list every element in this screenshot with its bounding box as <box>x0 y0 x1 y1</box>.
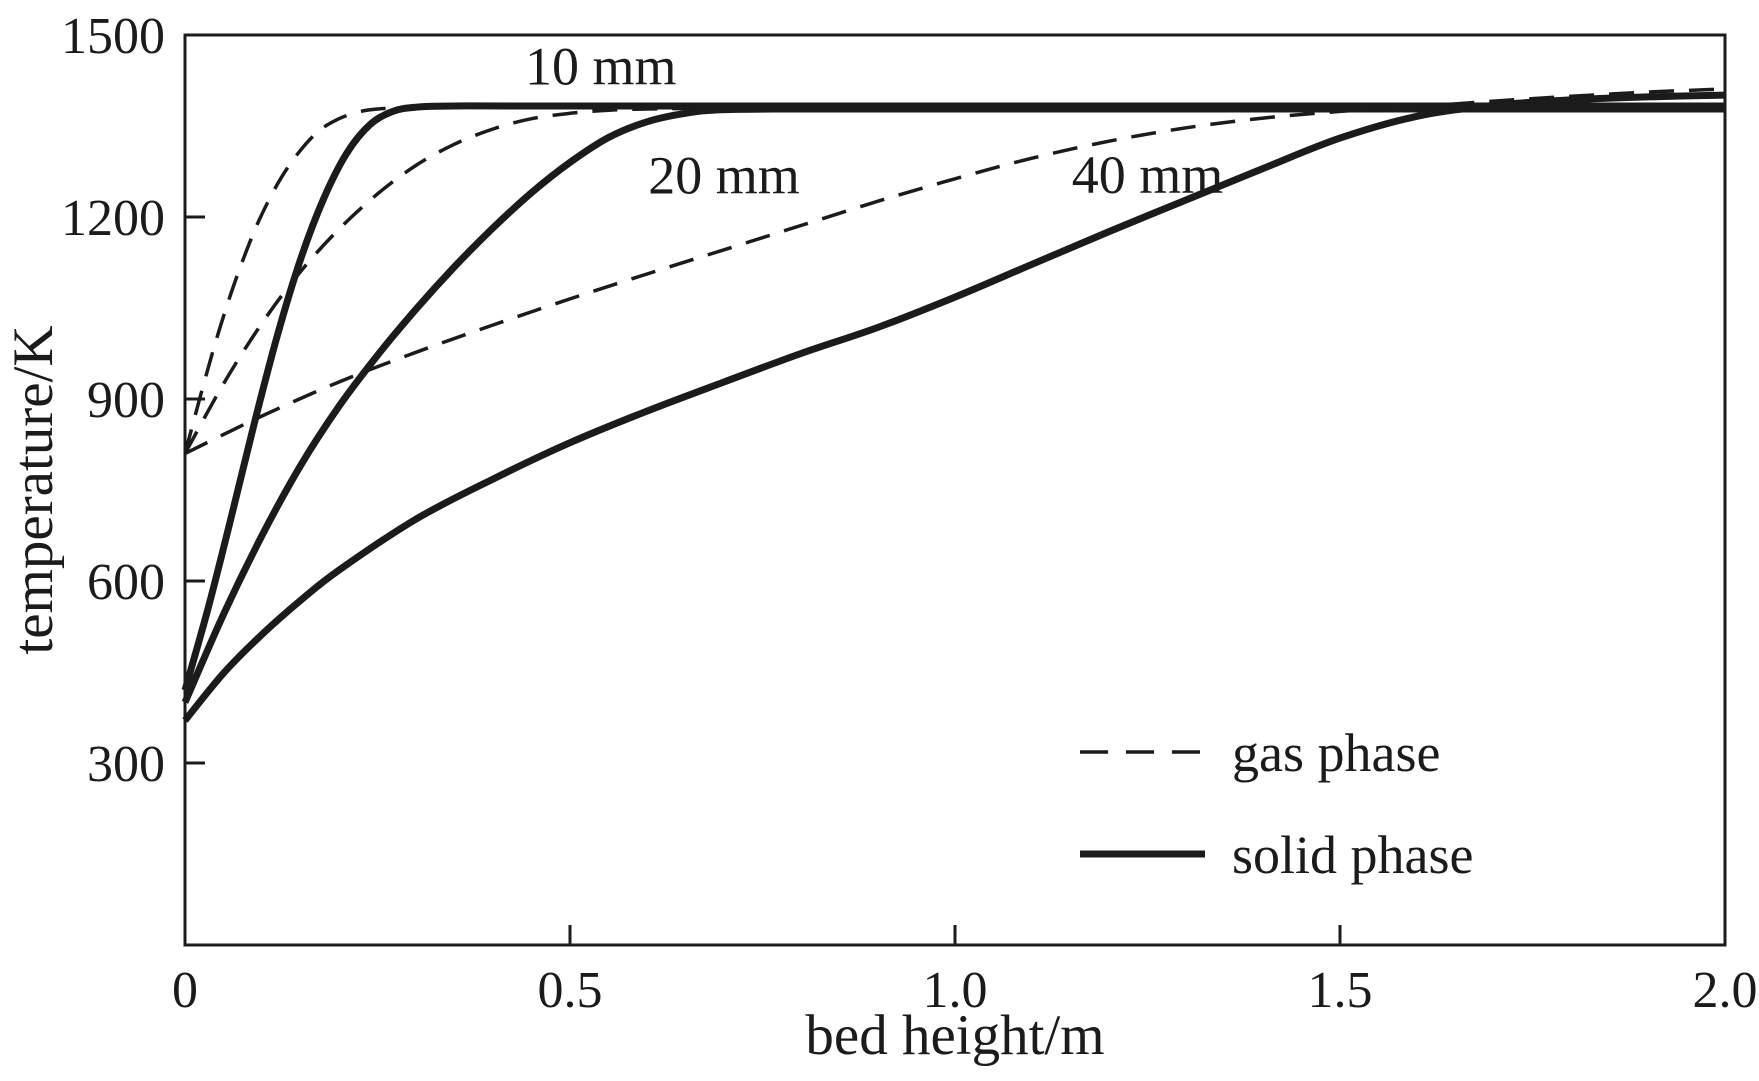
y-tick-label: 1200 <box>61 190 165 247</box>
series-20mm-solid-line <box>181 105 1725 704</box>
curve-label: 40 mm <box>1072 145 1224 205</box>
y-axis-title: temperature/K <box>2 325 65 654</box>
series-10mm-solid-line <box>181 102 1725 692</box>
x-tick-label: 0 <box>172 962 198 1019</box>
x-tick-label: 2.0 <box>1693 962 1758 1019</box>
legend-label: solid phase <box>1232 825 1473 885</box>
curve-label: 10 mm <box>525 37 677 97</box>
curve-label: 20 mm <box>648 146 800 206</box>
plot-frame <box>183 33 1727 947</box>
y-tick-label: 900 <box>87 372 165 429</box>
x-axis-title: bed height/m <box>805 1004 1104 1067</box>
x-tick-label: 1.0 <box>923 962 988 1019</box>
x-tick-label: 0.5 <box>538 962 603 1019</box>
series-20mm-gas-line <box>183 106 1725 455</box>
y-tick-label: 300 <box>87 736 165 793</box>
x-tick-label: 1.5 <box>1308 962 1373 1019</box>
y-tick-label: 1500 <box>61 8 165 65</box>
series-40mm-solid-line <box>182 91 1726 723</box>
y-tick-label: 600 <box>87 554 165 611</box>
series-10mm-gas-line <box>183 104 1725 455</box>
series-40mm-gas-line <box>184 87 1726 456</box>
legend-label: gas phase <box>1232 723 1440 783</box>
